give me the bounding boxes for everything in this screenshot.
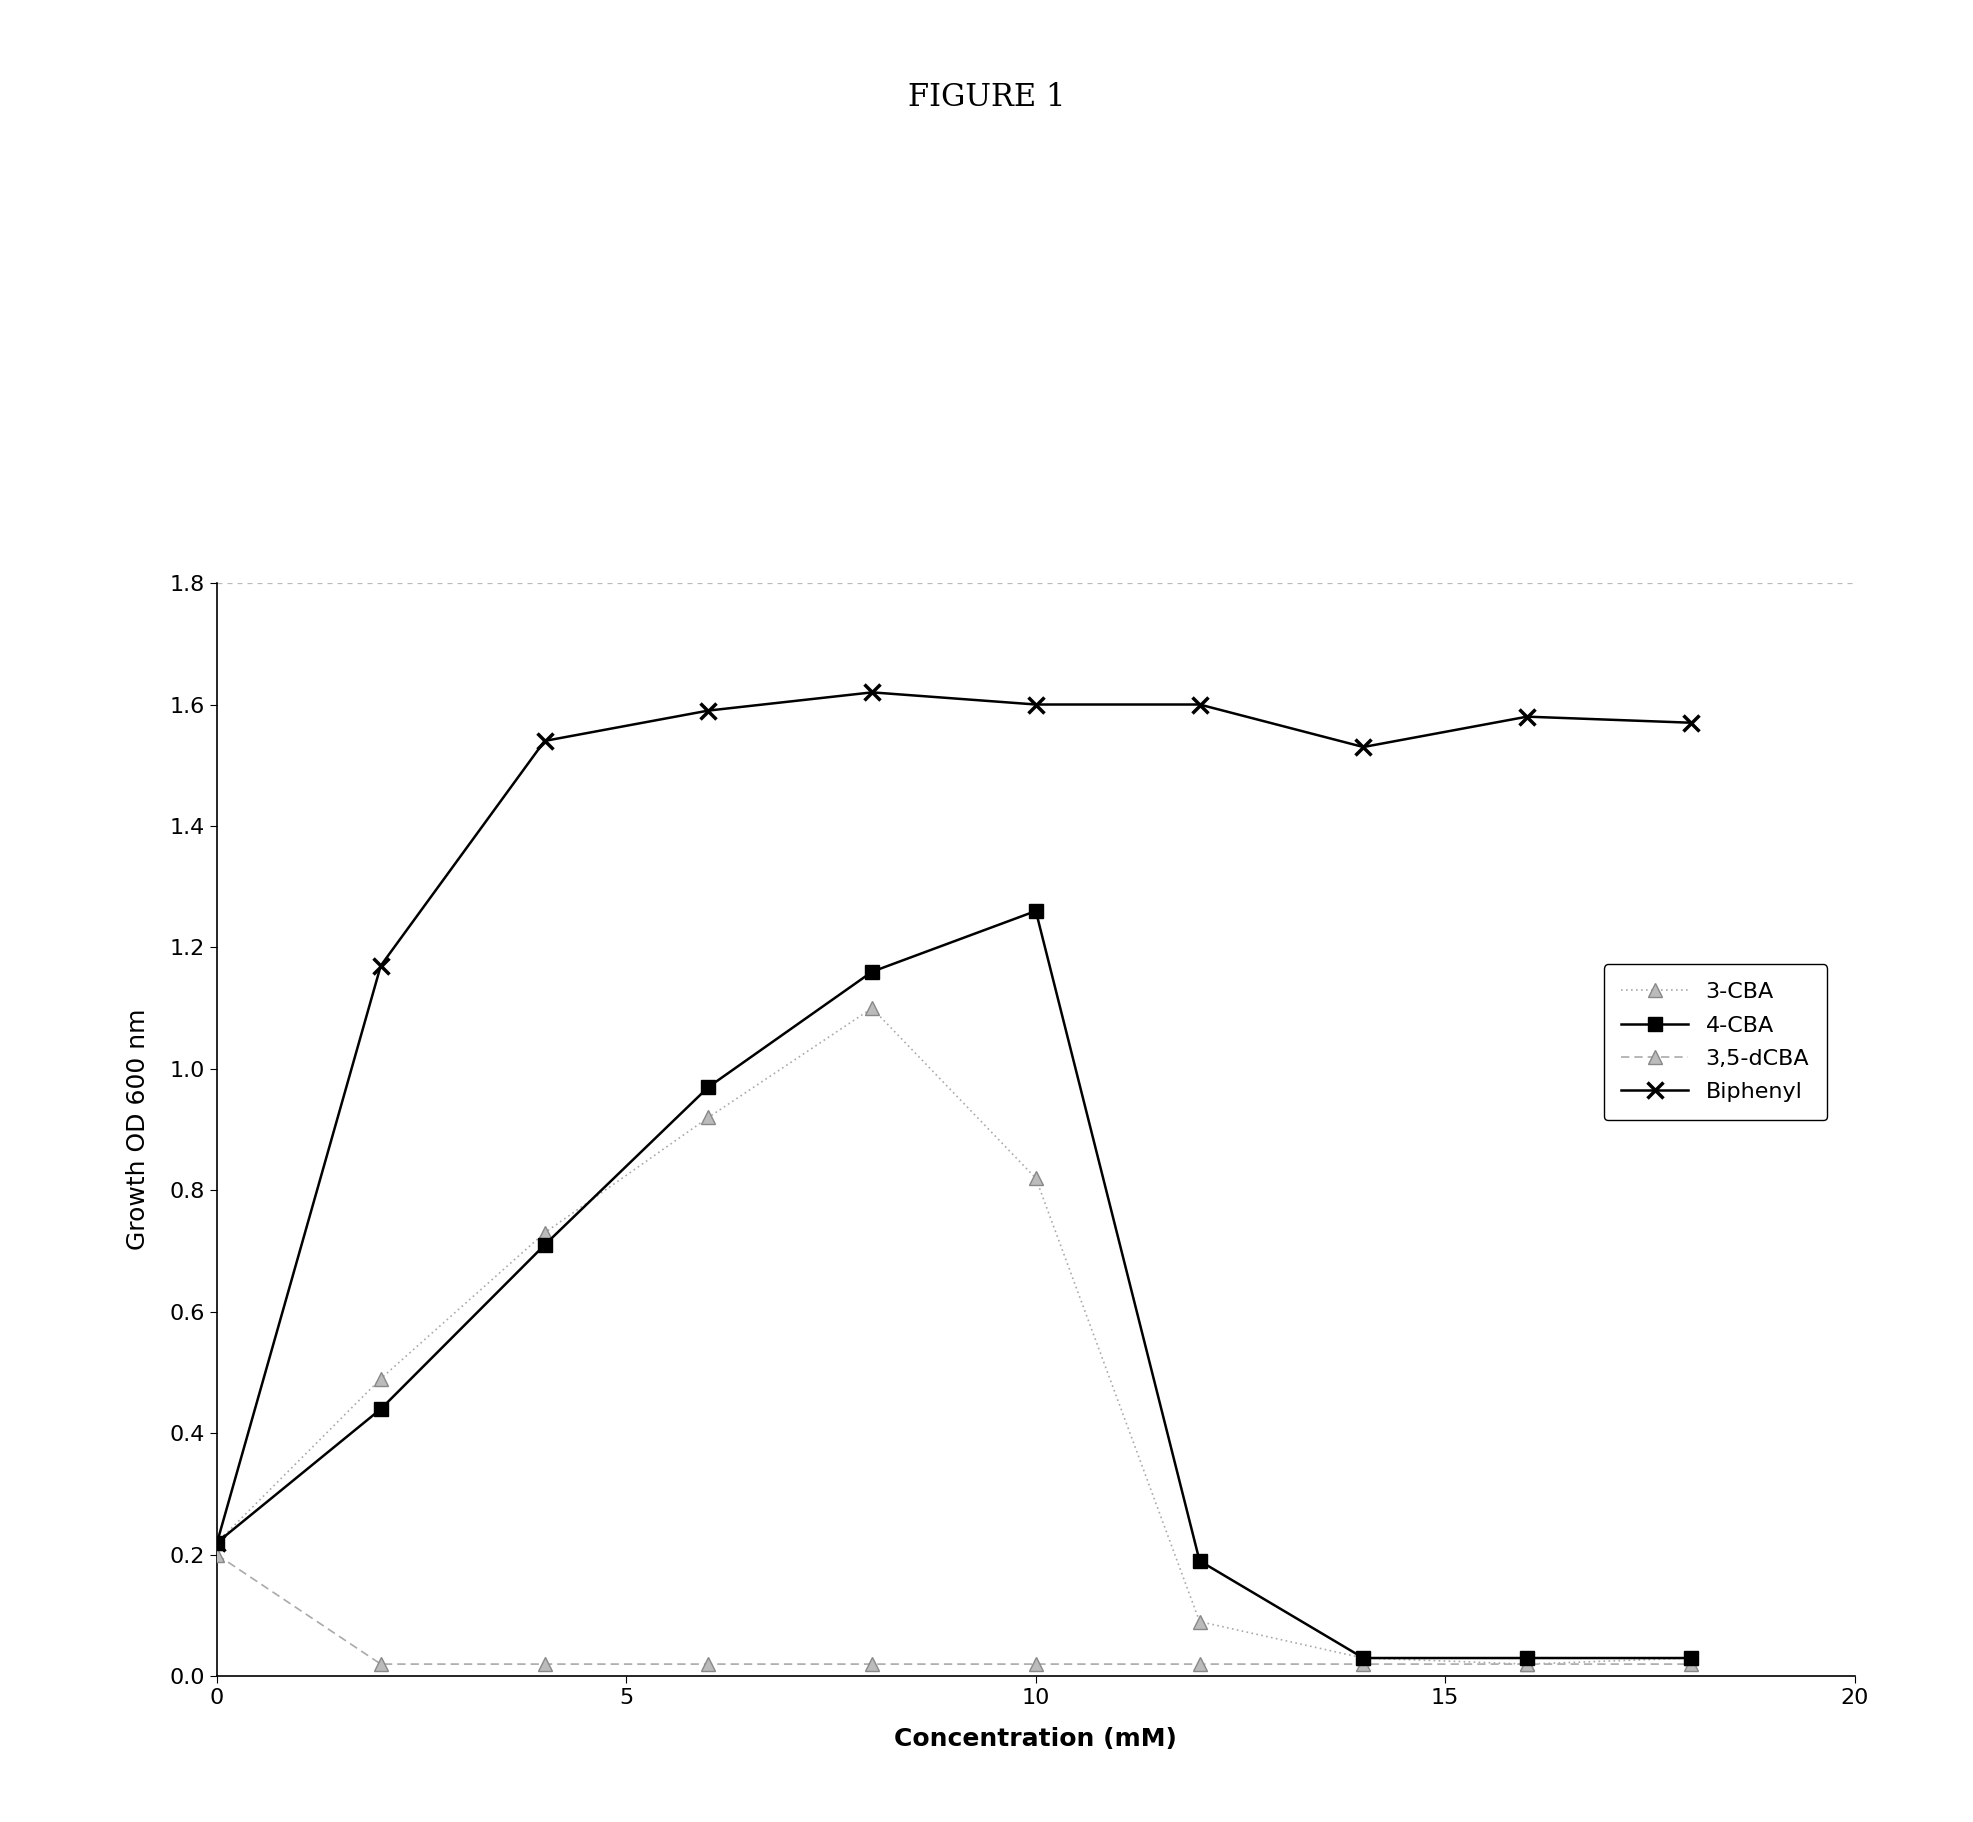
3,5-dCBA: [1679, 1653, 1703, 1674]
3-CBA: [369, 1368, 393, 1390]
Biphenyl: [1352, 736, 1375, 758]
3,5-dCBA: [1188, 1653, 1211, 1674]
Biphenyl: [1024, 694, 1048, 716]
4-CBA: [1515, 1647, 1539, 1669]
X-axis label: Concentration (mM): Concentration (mM): [894, 1727, 1178, 1751]
Legend: 3-CBA, 4-CBA, 3,5-dCBA, Biphenyl: 3-CBA, 4-CBA, 3,5-dCBA, Biphenyl: [1604, 964, 1827, 1121]
3-CBA: [1515, 1653, 1539, 1674]
3-CBA: [533, 1223, 556, 1244]
Text: FIGURE 1: FIGURE 1: [908, 82, 1065, 113]
3,5-dCBA: [860, 1653, 884, 1674]
3-CBA: [860, 997, 884, 1018]
Biphenyl: [860, 681, 884, 703]
4-CBA: [1679, 1647, 1703, 1669]
Line: 4-CBA: 4-CBA: [209, 904, 1699, 1665]
3,5-dCBA: [1352, 1653, 1375, 1674]
3,5-dCBA: [1515, 1653, 1539, 1674]
3,5-dCBA: [369, 1653, 393, 1674]
Biphenyl: [1188, 694, 1211, 716]
3-CBA: [1188, 1611, 1211, 1633]
3-CBA: [696, 1106, 720, 1128]
Biphenyl: [696, 700, 720, 722]
Biphenyl: [205, 1532, 229, 1554]
4-CBA: [369, 1397, 393, 1419]
3-CBA: [1679, 1647, 1703, 1669]
Line: Biphenyl: Biphenyl: [209, 683, 1699, 1551]
4-CBA: [696, 1077, 720, 1099]
3-CBA: [1352, 1647, 1375, 1669]
3-CBA: [205, 1532, 229, 1554]
Biphenyl: [369, 955, 393, 977]
3,5-dCBA: [696, 1653, 720, 1674]
4-CBA: [1188, 1551, 1211, 1572]
3,5-dCBA: [1024, 1653, 1048, 1674]
4-CBA: [1352, 1647, 1375, 1669]
3-CBA: [1024, 1168, 1048, 1190]
Biphenyl: [533, 731, 556, 752]
Line: 3,5-dCBA: 3,5-dCBA: [209, 1549, 1699, 1671]
Biphenyl: [1679, 712, 1703, 734]
4-CBA: [533, 1233, 556, 1255]
4-CBA: [1024, 900, 1048, 922]
3,5-dCBA: [205, 1543, 229, 1565]
4-CBA: [860, 960, 884, 982]
Biphenyl: [1515, 705, 1539, 727]
4-CBA: [205, 1532, 229, 1554]
3,5-dCBA: [533, 1653, 556, 1674]
Y-axis label: Growth OD 600 nm: Growth OD 600 nm: [126, 1009, 150, 1250]
Line: 3-CBA: 3-CBA: [209, 1002, 1699, 1671]
